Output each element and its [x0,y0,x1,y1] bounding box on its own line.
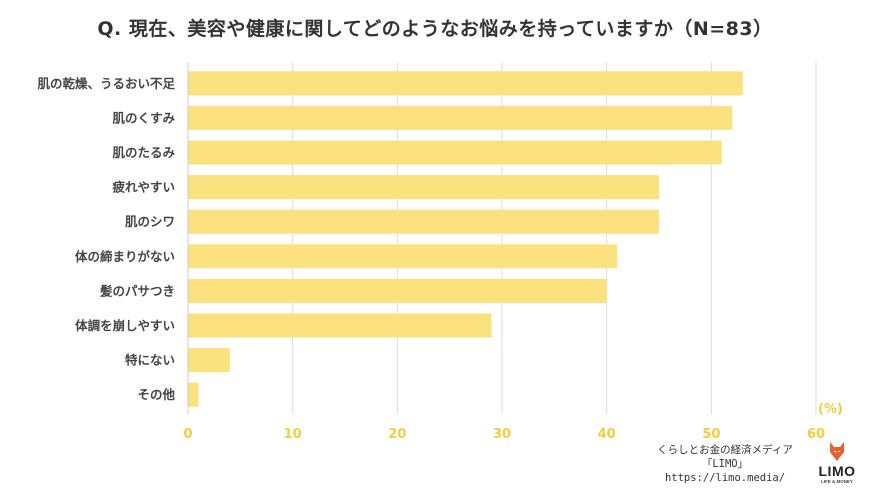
x-axis-unit-label: (%) [818,402,843,417]
bar [188,382,199,407]
x-tick-label: 60 [807,427,825,442]
logo-subtext: LIFE & MONEY [820,479,853,484]
category-label: その他 [137,387,175,402]
chart-title: Q. 現在、美容や健康に関してどのようなお悩みを持っていますか（N=83） [97,18,773,40]
bar [188,313,492,338]
fox-icon [830,442,844,461]
x-tick-label: 10 [284,427,302,442]
x-tick-label: 40 [598,427,616,442]
x-tick-label: 30 [493,427,511,442]
bar [188,71,743,96]
category-label: 肌の乾燥、うるおい不足 [36,76,175,91]
logo-text: LIMO [818,463,856,479]
category-label: 特にない [125,353,175,368]
limo-logo: LIMO LIFE & MONEY [815,440,859,486]
x-tick-label: 0 [183,427,192,442]
category-label: 肌のたるみ [111,145,175,160]
bar [188,244,618,269]
category-label: 体の締まりがない [75,249,175,264]
category-label: 肌のシワ [124,214,175,229]
bar [188,175,659,200]
brand-name: 「LIMO」 [701,458,749,470]
brand-tagline: くらしとお金の経済メディア [657,444,793,456]
bar [188,140,722,165]
category-label: 髪のパサつき [99,283,175,298]
brand-block: くらしとお金の経済メディア 「LIMO」 https://limo.media/ [640,443,810,485]
bar [188,278,607,303]
category-label: 疲れやすい [112,180,175,195]
category-label: 肌のくすみ [111,110,175,125]
category-label: 体調を崩しやすい [75,318,175,333]
x-tick-label: 20 [388,427,406,442]
bar [188,348,230,373]
brand-url[interactable]: https://limo.media/ [664,472,786,484]
x-tick-label: 50 [702,427,720,442]
bar [188,105,733,130]
bar [188,209,659,234]
